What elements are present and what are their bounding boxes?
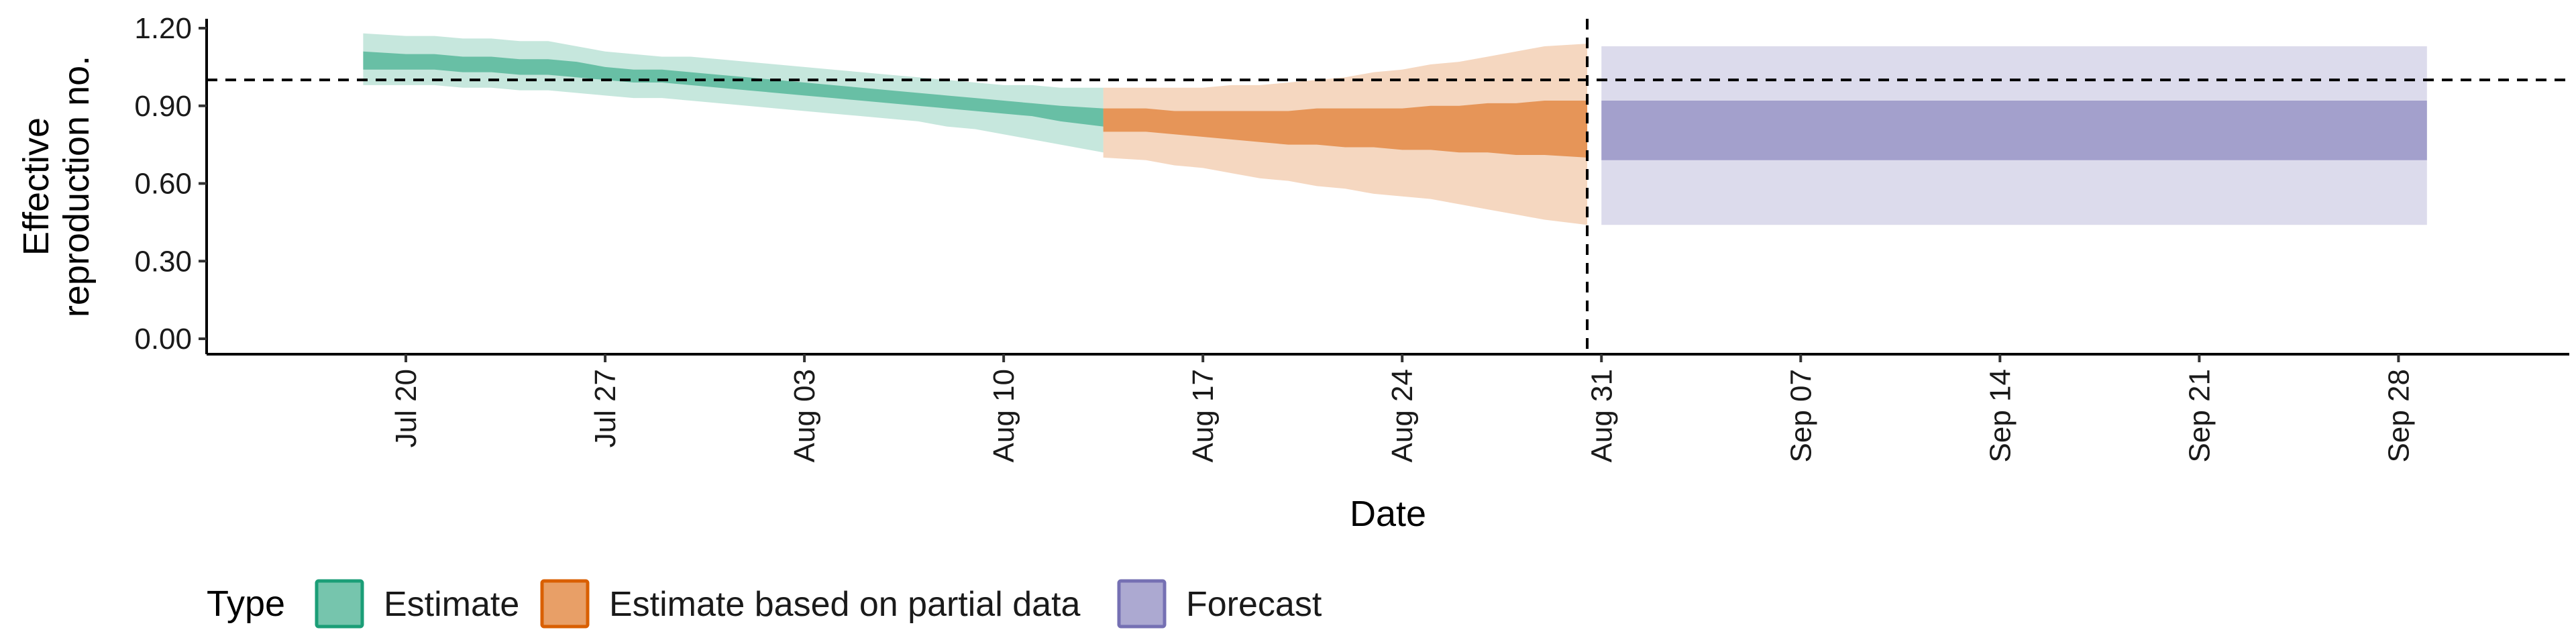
- legend-title: Type: [207, 584, 285, 624]
- x-tick-label: Sep 28: [2382, 369, 2415, 462]
- x-tick-label: Jul 20: [390, 369, 423, 447]
- legend-item-1: Estimate: [317, 581, 519, 627]
- legend-item-3: Forecast: [1119, 581, 1322, 627]
- series-2: [1104, 44, 1587, 225]
- y-axis-title-line1: Effective: [16, 117, 56, 256]
- legend-label: Estimate based on partial data: [609, 585, 1081, 624]
- x-tick-label: Sep 21: [2183, 369, 2216, 462]
- legend-label: Forecast: [1186, 585, 1322, 624]
- y-tick-label: 0.60: [134, 168, 192, 201]
- legend-swatch: [1119, 581, 1165, 627]
- legend-swatch: [317, 581, 362, 627]
- series-3: [1601, 46, 2427, 225]
- x-tick-label: Aug 31: [1585, 369, 1618, 462]
- y-axis-title-line2: reproduction no.: [56, 56, 97, 317]
- legend-item-2: Estimate based on partial data: [542, 581, 1081, 627]
- x-tick-label: Aug 24: [1386, 369, 1419, 462]
- x-tick-label: Jul 27: [589, 369, 622, 447]
- y-tick-label: 0.00: [134, 323, 192, 356]
- x-tick-label: Sep 07: [1784, 369, 1817, 462]
- x-tick-label: Aug 03: [788, 369, 821, 462]
- y-tick-label: 1.20: [134, 12, 192, 45]
- y-tick-label: 0.30: [134, 245, 192, 278]
- series-1: [363, 34, 1103, 152]
- x-tick-label: Sep 14: [1984, 369, 2017, 462]
- x-tick-label: Aug 10: [987, 369, 1020, 462]
- legend-swatch: [542, 581, 588, 627]
- y-tick-label: 0.90: [134, 90, 192, 123]
- x-axis-title: Date: [1350, 494, 1426, 534]
- series-bands: [363, 34, 2426, 225]
- x-tick-label: Aug 17: [1187, 369, 1220, 462]
- band-90-1: [363, 34, 1103, 152]
- legend: Type Estimate Estimate based on partial d…: [207, 581, 1322, 627]
- legend-label: Estimate: [384, 585, 519, 624]
- band-50-3: [1601, 101, 2427, 160]
